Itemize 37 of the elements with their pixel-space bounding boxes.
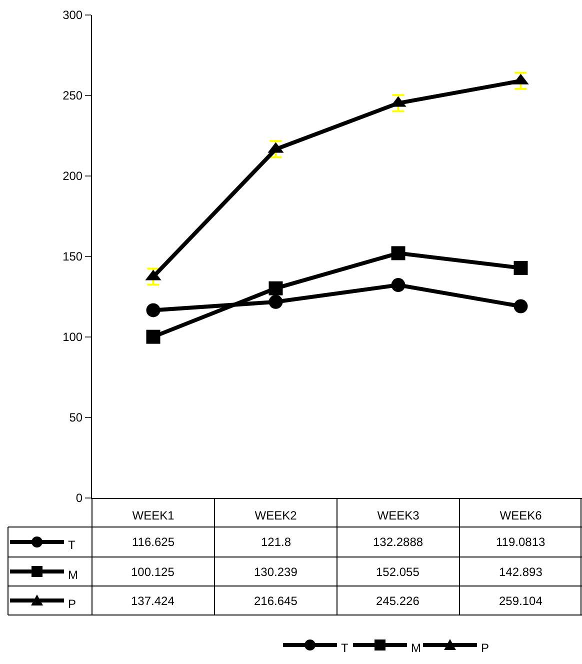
point: [391, 278, 406, 292]
data-label: 142.893: [499, 565, 543, 579]
point: [391, 246, 406, 260]
data-label: 245.226: [376, 594, 420, 608]
data-label: 130.239: [254, 565, 298, 579]
y-tick-label: 100: [62, 330, 83, 344]
data-label: 137.424: [131, 594, 175, 608]
point: [514, 260, 528, 275]
data-label: 152.055: [376, 565, 420, 579]
y-tick-label: 0: [76, 491, 83, 506]
y-tick-label: 200: [62, 169, 83, 184]
legend-label: T: [68, 538, 76, 552]
legend-label: M: [68, 568, 78, 582]
point: [268, 294, 283, 309]
data-label: 121.8: [261, 535, 292, 549]
legend-label: P: [68, 597, 76, 611]
x-tick-label: WEEK3: [377, 508, 420, 522]
text: M: [411, 641, 421, 655]
point: [146, 330, 160, 344]
x-tick-label: WEEK2: [254, 508, 298, 522]
text: T: [341, 641, 348, 655]
data-label: 100.125: [131, 565, 175, 579]
y-tick-label: 150: [62, 250, 83, 264]
point: [146, 303, 160, 318]
y-tick-label: 300: [62, 8, 83, 22]
data-label: 119.0813: [496, 535, 546, 549]
y-tick-label: 50: [69, 410, 83, 425]
text: P: [481, 641, 490, 655]
point: [514, 299, 528, 314]
y-tick-label: 250: [62, 88, 83, 103]
data-label: 132.2888: [373, 535, 424, 549]
data-label: 116.625: [132, 535, 175, 549]
data-label: 259.104: [499, 594, 543, 608]
x-tick-label: WEEK1: [132, 508, 175, 522]
x-tick-label: WEEK6: [500, 508, 542, 522]
data-label: 216.645: [254, 594, 298, 608]
point: [268, 281, 283, 296]
